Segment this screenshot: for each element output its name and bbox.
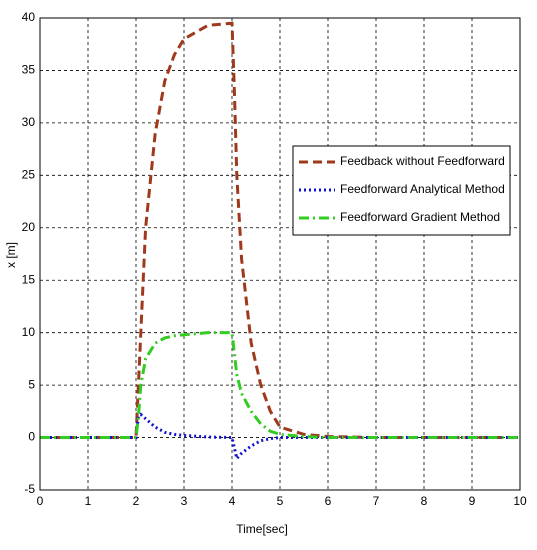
x-tick-label: 10: [513, 494, 527, 508]
y-tick-label: 40: [22, 10, 36, 24]
x-axis-label: Time[sec]: [236, 522, 288, 536]
y-tick-label: 20: [22, 220, 36, 234]
y-tick-label: 30: [22, 115, 36, 129]
y-tick-label: 25: [22, 168, 36, 182]
y-tick-label: 0: [28, 430, 35, 444]
x-tick-label: 6: [325, 494, 332, 508]
x-tick-label: 1: [85, 494, 92, 508]
y-tick-label: 15: [22, 272, 36, 286]
y-tick-label: 10: [22, 325, 36, 339]
data-line: [40, 331, 520, 440]
y-tick-label: 35: [22, 63, 36, 77]
plot-frame: [39, 17, 521, 491]
x-tick-label: 8: [421, 494, 428, 508]
legend-label: Feedforward Gradient Method: [340, 210, 500, 224]
x-tick-label: 5: [277, 494, 284, 508]
legend-label: Feedback without Feedforward: [340, 154, 505, 168]
data-line: [40, 412, 520, 462]
x-tick-label: 9: [469, 494, 476, 508]
y-tick-label: -5: [24, 482, 35, 496]
y-axis-label: x [m]: [4, 242, 18, 268]
x-tick-label: 0: [37, 494, 44, 508]
x-tick-label: 2: [133, 494, 140, 508]
x-tick-label: 4: [229, 494, 236, 508]
y-tick-label: 5: [28, 377, 35, 391]
legend-label: Feedforward Analytical Method: [340, 182, 505, 196]
x-tick-label: 7: [373, 494, 380, 508]
x-tick-label: 3: [181, 494, 188, 508]
